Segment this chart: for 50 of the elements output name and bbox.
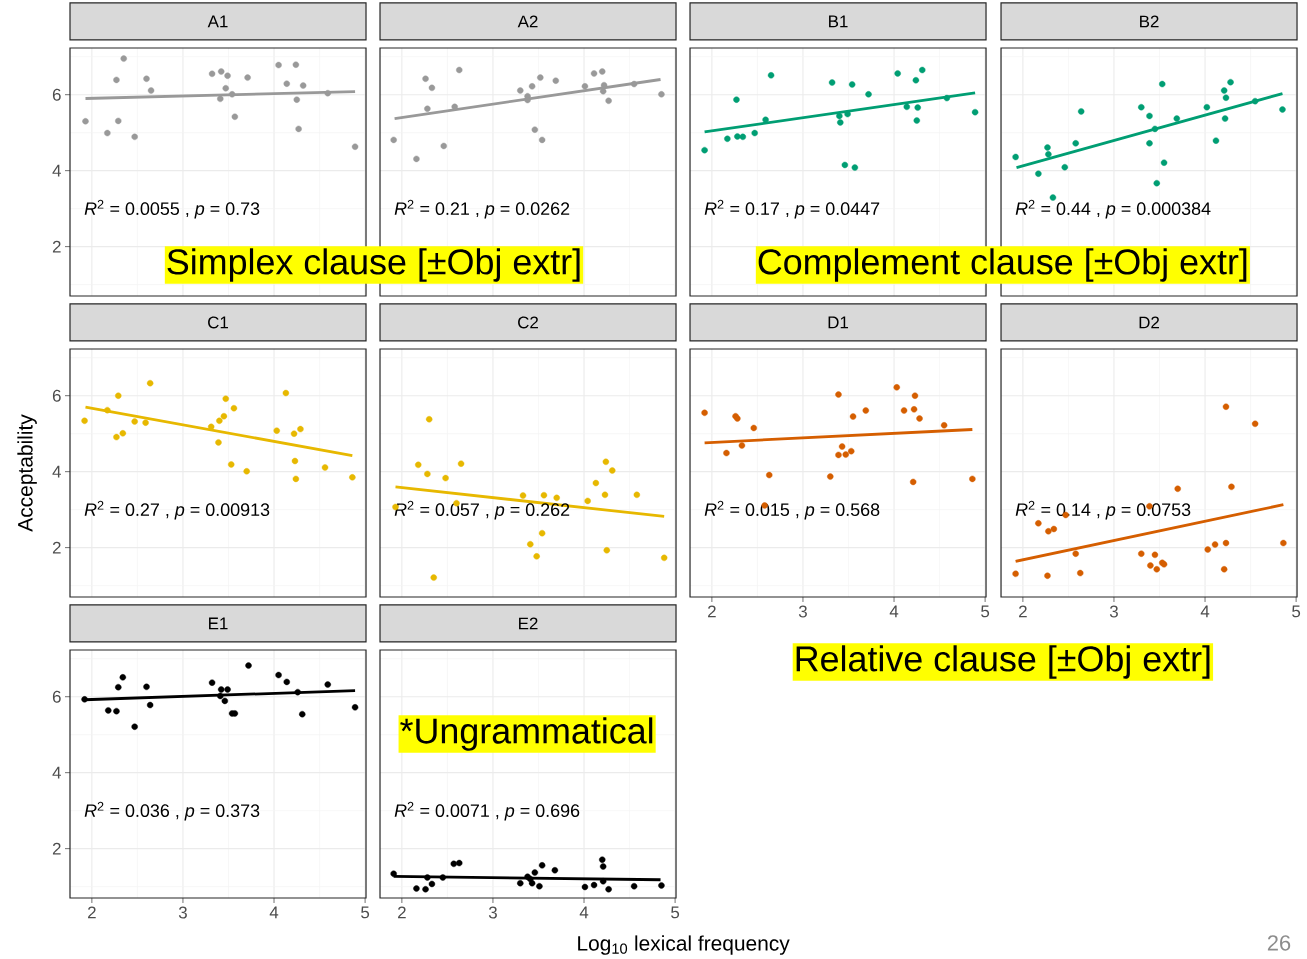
y-tick-label: 6 <box>52 88 61 101</box>
x-tick-label: 2 <box>88 906 96 919</box>
x-tick-label: 4 <box>269 906 279 919</box>
chart-title: C1 <box>208 316 229 329</box>
annotation: Simplex clause [±Obj extr] <box>167 248 580 282</box>
x-tick-label: 2 <box>398 906 406 919</box>
y-tick-label: 2 <box>52 541 61 554</box>
annotation: *Ungrammatical <box>400 717 653 751</box>
y-tick-label: 2 <box>52 240 61 253</box>
x-tick-label: 4 <box>1200 605 1210 618</box>
text: 26 <box>1267 935 1291 951</box>
chart-title: E2 <box>519 617 538 630</box>
y-tick-label: 2 <box>52 842 61 855</box>
annotation: R$^{2}$ = 0.17 , p = 0.0447 <box>704 199 880 219</box>
chart-title: D1 <box>828 316 849 329</box>
chart-title: B1 <box>829 15 848 28</box>
annotation: R$^{2}$ = 0.0055 , p = 0.73 <box>84 199 260 219</box>
text: Relative clause [±Obj extr] <box>796 645 1210 679</box>
x-tick-label: 4 <box>889 605 899 618</box>
x-tick-label: 5 <box>671 906 680 919</box>
x-tick-label: 2 <box>1019 605 1027 618</box>
annotation: R$^{2}$ = 0.44 , p = 0.000384 <box>1015 199 1211 219</box>
x-tick-label: 5 <box>981 605 990 618</box>
annotation: R$^{2}$ = 0.21 , p = 0.0262 <box>394 199 570 219</box>
annotation: R$^{2}$ = 0.036 , p = 0.373 <box>84 801 260 821</box>
annotation: R$^{2}$ = 0.0071 , p = 0.696 <box>394 801 580 821</box>
x-tick-label: 5 <box>361 906 370 919</box>
chart-title: B2 <box>1140 15 1159 28</box>
y-tick-label: 4 <box>52 465 61 478</box>
x-tick-label: 4 <box>579 906 589 919</box>
y-axis-title: Acceptability <box>17 414 37 532</box>
x-axis-title: Log$_{10}$ lexical frequency <box>578 935 790 955</box>
y-tick-label: 6 <box>52 389 61 402</box>
x-tick-label: 3 <box>798 605 807 618</box>
chart-title: E1 <box>209 617 228 630</box>
x-tick-label: 3 <box>178 906 187 919</box>
y-tick-label: 4 <box>52 164 61 177</box>
x-tick-label: 3 <box>1109 605 1118 618</box>
x-tick-label: 2 <box>708 605 716 618</box>
x-tick-label: 5 <box>1292 605 1301 618</box>
y-tick-label: 4 <box>52 766 61 779</box>
chart-title: C2 <box>518 316 538 329</box>
chart-title: A2 <box>517 15 538 28</box>
chart-title: D2 <box>1139 316 1159 329</box>
annotation: R$^{2}$ = 0.27 , p = 0.00913 <box>84 500 270 520</box>
chart-title: A1 <box>207 15 228 28</box>
y-tick-label: 6 <box>52 690 61 703</box>
x-tick-label: 3 <box>488 906 497 919</box>
annotation: Complement clause [±Obj extr] <box>758 248 1247 282</box>
annotation: R$^{2}$ = 0.14 , p = 0.0753 <box>1015 500 1191 520</box>
